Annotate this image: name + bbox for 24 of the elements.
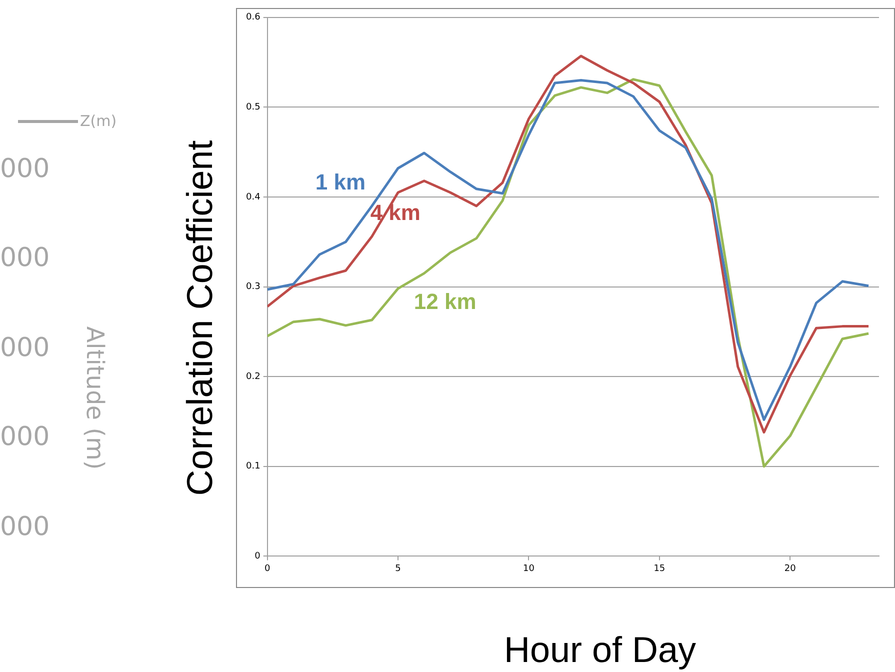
legend-label: Z(m) [80,112,117,130]
text: 000 [0,512,50,542]
text: 000 [0,422,50,452]
series-label: 12 km [414,289,476,314]
x-tick-label: 5 [395,564,401,574]
y-tick-label: 0.6 [246,12,261,23]
series-label: 4 km [370,200,420,226]
x-axis-title: Hour of Day [504,629,696,671]
text: 000 [0,243,50,273]
x-tick-label: 15 [654,564,666,574]
text: 000 [0,154,50,184]
y-tick-label: 0.3 [246,282,260,292]
y-tick-label: 0 [254,552,261,562]
y-tick-label: 0.4 [246,192,261,202]
text: 000 [0,333,50,363]
series-label: 1 km [315,170,366,195]
x-tick-label: 10 [522,564,535,574]
x-tick-label: 20 [784,564,796,574]
y-tick-label: 0.5 [246,102,260,113]
x-tick-label: 0 [264,564,270,574]
y-tick-label: 0.2 [246,372,260,382]
y-tick-label: 0.1 [246,462,260,472]
y-axis-title: Correlation Coefficient [179,140,221,496]
text: Altitude (m) [81,326,109,470]
